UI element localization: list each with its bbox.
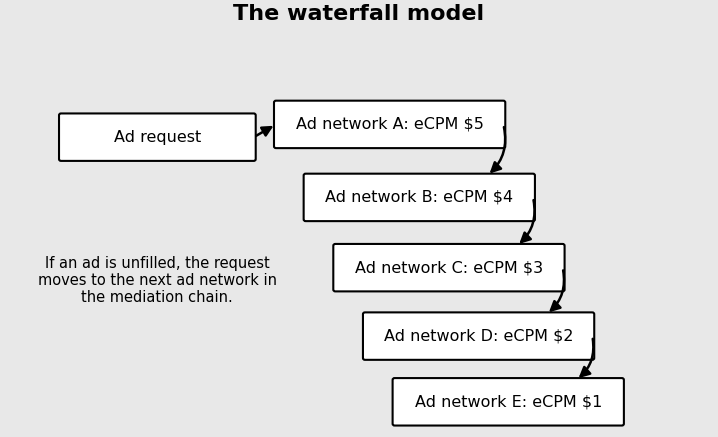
Text: Ad network E: eCPM $1: Ad network E: eCPM $1 [414, 394, 602, 409]
FancyBboxPatch shape [59, 114, 256, 161]
Title: The waterfall model: The waterfall model [233, 4, 485, 24]
Text: Ad network D: eCPM $2: Ad network D: eCPM $2 [384, 329, 574, 343]
Text: If an ad is unfilled, the request
moves to the next ad network in
the mediation : If an ad is unfilled, the request moves … [38, 256, 277, 305]
FancyBboxPatch shape [393, 378, 624, 426]
FancyBboxPatch shape [304, 173, 535, 221]
FancyBboxPatch shape [363, 312, 595, 360]
Text: Ad network B: eCPM $4: Ad network B: eCPM $4 [325, 190, 513, 205]
Text: Ad network C: eCPM $3: Ad network C: eCPM $3 [355, 260, 543, 275]
FancyBboxPatch shape [274, 101, 505, 148]
Text: Ad network A: eCPM $5: Ad network A: eCPM $5 [296, 117, 484, 132]
FancyBboxPatch shape [333, 244, 564, 291]
Text: Ad request: Ad request [113, 130, 201, 145]
